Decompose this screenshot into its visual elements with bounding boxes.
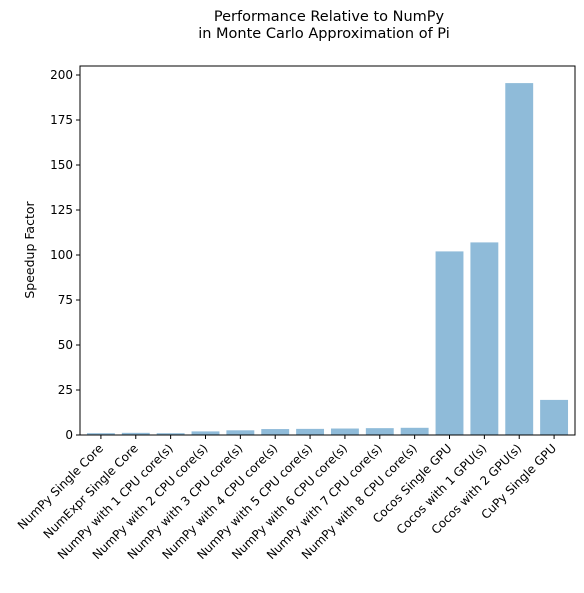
chart-title-line-2: in Monte Carlo Approximation of Pi [198, 26, 450, 42]
y-tick-label: 0 [65, 428, 73, 442]
bar [191, 431, 220, 435]
bar [470, 242, 499, 435]
y-tick-label: 175 [50, 113, 73, 127]
bars-group [86, 83, 569, 435]
bar [505, 83, 534, 435]
bar [435, 251, 464, 435]
bar [540, 399, 569, 435]
bar [261, 429, 290, 435]
bar [296, 428, 325, 435]
bar [365, 428, 394, 435]
y-tick-label: 150 [50, 158, 73, 172]
y-tick-label: 125 [50, 203, 73, 217]
plot-frame [79, 65, 576, 436]
y-tick-label: 100 [50, 248, 73, 262]
chart-title-line-1: Performance Relative to NumPy [214, 9, 445, 25]
bar [330, 428, 359, 435]
y-axis-label: Speedup Factor [22, 201, 37, 299]
bar [226, 430, 255, 435]
y-tick-label: 25 [58, 383, 73, 397]
bar [86, 433, 115, 435]
y-tick-label: 75 [58, 293, 73, 307]
y-tick-label: 50 [58, 338, 73, 352]
bar [156, 433, 185, 435]
bar [121, 432, 150, 435]
bar [400, 427, 429, 435]
y-axis-ticks: 0 25 50 75 100 125 150 175 200 [50, 68, 80, 442]
y-tick-label: 200 [50, 68, 73, 82]
